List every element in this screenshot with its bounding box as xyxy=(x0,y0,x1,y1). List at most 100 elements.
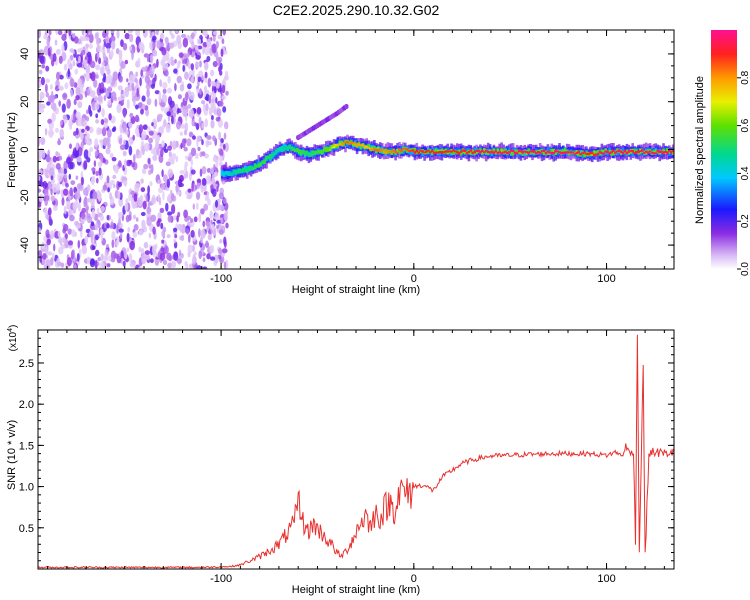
ridge-cell xyxy=(648,150,652,153)
noise-cell xyxy=(163,174,168,183)
noise-cell xyxy=(99,214,104,221)
noise-cell xyxy=(75,86,81,96)
ridge-cell xyxy=(251,167,255,170)
noise-cell xyxy=(195,184,198,191)
noise-cell xyxy=(223,213,228,221)
ridge-cell xyxy=(411,149,415,152)
noise-cell xyxy=(111,239,115,249)
ridge-cell xyxy=(386,149,390,152)
noise-cell xyxy=(61,33,67,42)
noise-cell xyxy=(69,143,72,149)
ridge-cell xyxy=(294,148,297,152)
noise-cell xyxy=(189,91,195,101)
noise-cell xyxy=(163,245,169,254)
noise-cell xyxy=(172,140,177,150)
colorbar-tick-label: 0.8 xyxy=(740,70,750,84)
ridge-cell xyxy=(600,149,604,155)
ridge-cell xyxy=(244,169,247,172)
noise-cell xyxy=(140,211,146,217)
noise-cell xyxy=(161,140,165,148)
noise-cell xyxy=(122,42,128,51)
noise-cell xyxy=(50,188,53,196)
ridge-cell xyxy=(417,151,421,154)
noise-cell xyxy=(145,84,150,90)
ridge-cell xyxy=(319,150,322,152)
ridge-cell xyxy=(373,145,376,150)
noise-cell xyxy=(89,43,93,49)
ridge-cell xyxy=(590,152,594,154)
ridge-cell xyxy=(359,145,363,150)
noise-cell xyxy=(100,232,104,242)
ridge-cell xyxy=(392,149,395,152)
noise-cell xyxy=(138,127,142,134)
ridge-cell xyxy=(654,152,658,155)
noise-cell xyxy=(150,164,154,174)
noise-cell xyxy=(85,72,90,82)
noise-cell xyxy=(144,250,151,256)
noise-cell xyxy=(174,58,177,64)
noise-cell xyxy=(76,253,80,262)
noise-cell xyxy=(99,261,105,269)
noise-cell xyxy=(210,69,215,77)
noise-cell xyxy=(58,246,64,255)
noise-cell xyxy=(224,70,229,79)
ridge-cell xyxy=(415,149,419,153)
noise-cell xyxy=(56,71,60,81)
noise-cell xyxy=(204,153,209,159)
y-tick-label: 0 xyxy=(19,146,31,152)
ridge-cell xyxy=(483,148,486,153)
noise-cell xyxy=(48,215,52,224)
noise-cell xyxy=(137,102,143,109)
noise-cell xyxy=(142,169,147,175)
ridge-cell xyxy=(641,149,644,152)
ridge-cell xyxy=(226,172,230,175)
noise-cell xyxy=(222,30,226,36)
noise-cell xyxy=(112,174,117,180)
noise-cell xyxy=(171,153,177,160)
ridge-cell xyxy=(342,142,345,145)
noise-cell xyxy=(85,65,90,74)
noise-cell xyxy=(102,30,107,39)
noise-cell xyxy=(166,252,172,261)
ridge-cell xyxy=(405,148,409,151)
noise-cell xyxy=(49,167,55,176)
ridge-cell xyxy=(500,152,503,155)
noise-cell xyxy=(132,134,135,141)
noise-cell xyxy=(187,83,192,90)
noise-cell xyxy=(76,183,83,190)
y-tick-label: -40 xyxy=(19,237,31,253)
noise-cell xyxy=(58,85,63,90)
noise-cell xyxy=(204,45,210,56)
noise-cell xyxy=(191,182,194,192)
noise-cell xyxy=(132,203,138,208)
noise-cell xyxy=(150,83,155,89)
ridge-cell xyxy=(671,151,674,155)
ridge-cell xyxy=(594,153,598,156)
ridge-cell xyxy=(431,151,434,155)
ridge-cell xyxy=(400,149,403,153)
noise-cell xyxy=(172,106,177,112)
ridge-cell xyxy=(471,151,474,154)
noise-cell xyxy=(140,69,144,77)
noise-cell xyxy=(129,74,134,84)
noise-cell xyxy=(148,130,154,136)
ridge-cell xyxy=(311,150,315,155)
noise-cell xyxy=(97,193,102,202)
noise-cell xyxy=(97,257,101,262)
ridge-cell xyxy=(467,151,471,153)
noise-cell xyxy=(212,60,218,68)
ridge-cell xyxy=(249,165,253,170)
noise-cell xyxy=(48,128,54,138)
noise-cell xyxy=(105,147,111,155)
noise-cell xyxy=(166,111,171,117)
ridge-cell xyxy=(500,148,503,153)
ridge-cell xyxy=(340,143,343,146)
noise-cell xyxy=(38,30,41,39)
noise-cell xyxy=(107,99,112,106)
noise-cell xyxy=(102,184,108,191)
noise-cell xyxy=(100,119,105,125)
noise-cell xyxy=(134,77,138,83)
ridge-cell xyxy=(515,149,519,154)
noise-cell xyxy=(86,213,91,219)
ridge-cell xyxy=(434,148,438,153)
